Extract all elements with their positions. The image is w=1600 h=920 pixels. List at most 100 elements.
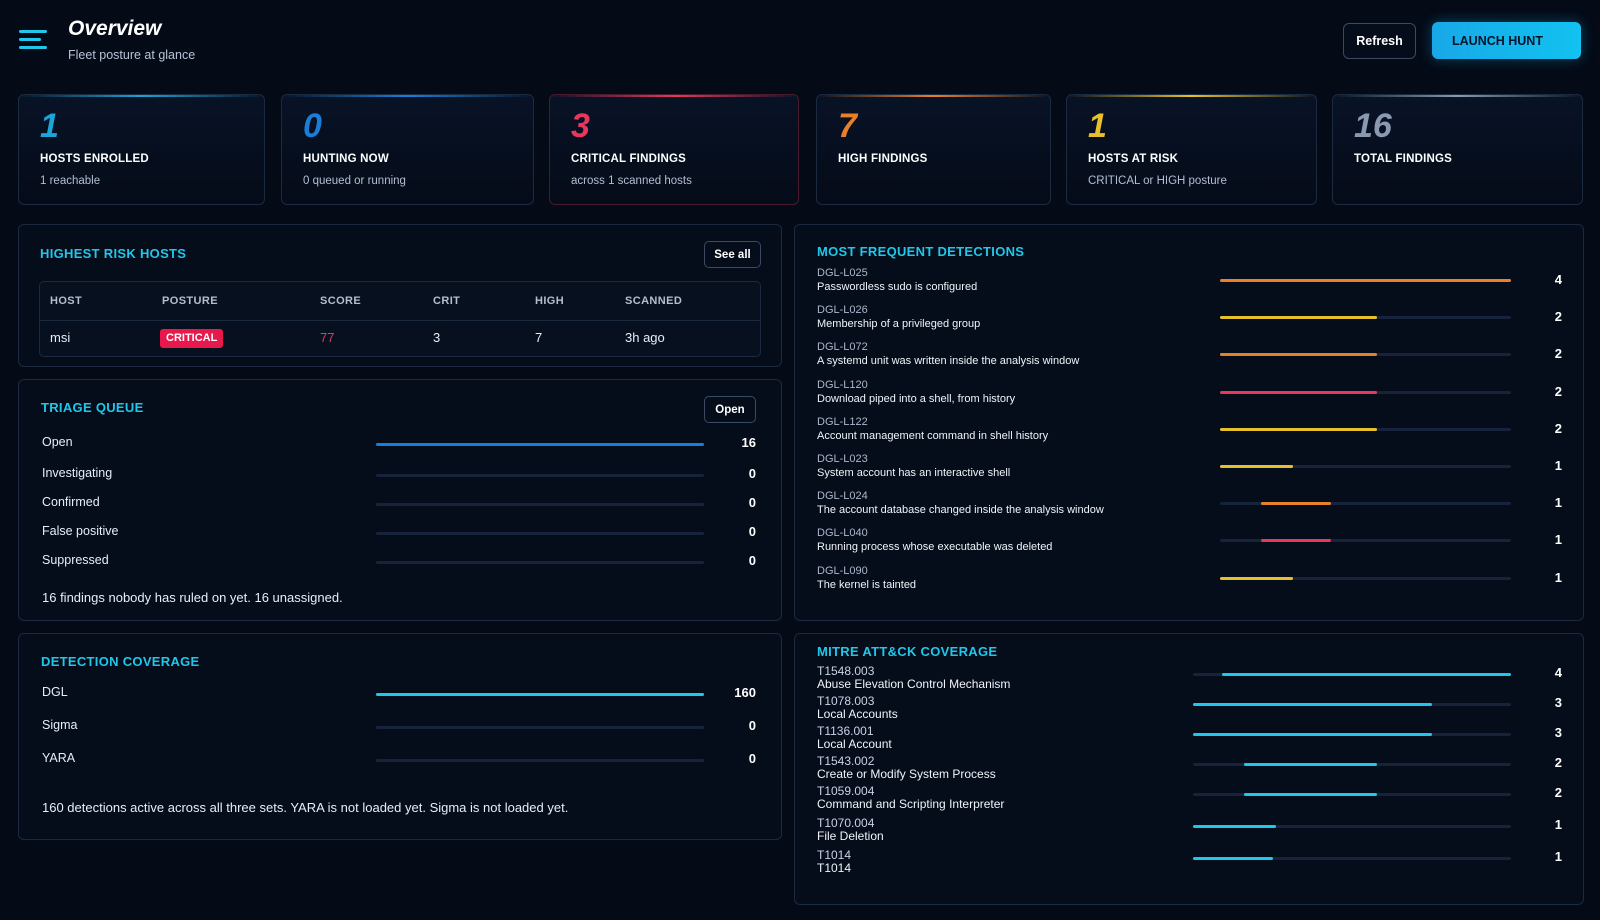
host-name[interactable]: msi bbox=[50, 330, 71, 345]
detection-bar-track bbox=[1220, 576, 1511, 580]
detection-count: 2 bbox=[1554, 420, 1562, 436]
coverage-bar-fill bbox=[376, 693, 704, 696]
detection-bar-fill bbox=[1260, 502, 1331, 506]
detection-count: 2 bbox=[1554, 383, 1562, 399]
stat-subtext: CRITICAL or HIGH posture bbox=[1088, 175, 1227, 187]
triage-label: Open bbox=[42, 435, 73, 449]
detection-coverage-panel: DETECTION COVERAGE DGL 160 Sigma 0 YARA 0 160… bbox=[18, 633, 782, 840]
technique-id: T1070.004 bbox=[817, 816, 875, 830]
stat-card-hosts-at-risk[interactable]: 1 HOSTS AT RISK CRITICAL or HIGH posture bbox=[1066, 94, 1317, 205]
stat-card-critical-findings[interactable]: 3 CRITICAL FINDINGS across 1 scanned hos… bbox=[549, 94, 799, 205]
panel-title: MITRE ATT&CK COVERAGE bbox=[817, 644, 998, 659]
triage-count: 0 bbox=[748, 466, 756, 481]
detection-code: DGL-L025 bbox=[817, 267, 868, 279]
most-frequent-detections-panel: MOST FREQUENT DETECTIONS DGL-L025 Passwor… bbox=[794, 224, 1584, 621]
mitre-bar-track bbox=[1193, 857, 1511, 860]
column-header-host[interactable]: HOST bbox=[50, 295, 83, 307]
coverage-count: 0 bbox=[748, 751, 756, 766]
coverage-bar-track bbox=[376, 726, 704, 729]
page-subtitle: Fleet posture at glance bbox=[68, 48, 196, 62]
stat-label: CRITICAL FINDINGS bbox=[571, 153, 686, 165]
column-header-high[interactable]: HIGH bbox=[535, 295, 565, 307]
detection-code: DGL-L024 bbox=[817, 490, 868, 503]
stat-label: HIGH FINDINGS bbox=[838, 153, 928, 165]
detection-bar-track bbox=[1220, 353, 1511, 357]
see-all-button[interactable]: See all bbox=[704, 241, 761, 268]
technique-id: T1548.003 bbox=[817, 664, 875, 678]
highest-risk-hosts-panel: HIGHEST RISK HOSTS See all HOST POSTURE … bbox=[18, 224, 782, 367]
triage-count: 0 bbox=[748, 495, 756, 510]
technique-id: T1543.002 bbox=[817, 754, 875, 768]
stat-value: 1 bbox=[40, 107, 59, 145]
mitre-count: 1 bbox=[1554, 849, 1562, 864]
coverage-label: Sigma bbox=[42, 718, 78, 732]
coverage-label: YARA bbox=[42, 751, 76, 765]
detection-name: A systemd unit was written inside the an… bbox=[817, 355, 1080, 368]
hamburger-menu-icon[interactable] bbox=[19, 30, 47, 52]
triage-bar-track bbox=[376, 532, 704, 535]
triage-label: False positive bbox=[42, 524, 119, 538]
stat-value: 1 bbox=[1088, 107, 1107, 145]
detection-count: 1 bbox=[1554, 458, 1562, 473]
mitre-bar-track bbox=[1193, 703, 1511, 706]
stat-card-high-findings[interactable]: 7 HIGH FINDINGS bbox=[816, 94, 1051, 205]
table-divider bbox=[40, 320, 760, 321]
posture-badge: CRITICAL bbox=[160, 329, 224, 348]
high-value: 7 bbox=[535, 330, 543, 345]
stat-card-hosts-enrolled[interactable]: 1 HOSTS ENROLLED 1 reachable bbox=[18, 94, 265, 205]
triage-count: 0 bbox=[748, 524, 756, 539]
column-header-crit[interactable]: CRIT bbox=[433, 295, 461, 307]
panel-title: DETECTION COVERAGE bbox=[41, 654, 200, 669]
coverage-note: 160 detections active across all three s… bbox=[42, 800, 569, 815]
technique-name: T1014 bbox=[817, 861, 852, 875]
column-header-score[interactable]: SCORE bbox=[320, 295, 362, 307]
detection-count: 1 bbox=[1554, 569, 1562, 585]
triage-label: Suppressed bbox=[42, 553, 109, 567]
launch-hunt-button[interactable]: LAUNCH HUNT bbox=[1432, 22, 1581, 59]
mitre-bar-track bbox=[1193, 825, 1511, 828]
mitre-bar-fill bbox=[1193, 857, 1273, 860]
detection-count: 2 bbox=[1554, 346, 1562, 362]
technique-name: Local Accounts bbox=[817, 707, 898, 721]
risk-hosts-table: HOST POSTURE SCORE CRIT HIGH SCANNED msi… bbox=[39, 281, 761, 357]
coverage-bar-track bbox=[376, 759, 704, 762]
technique-id: T1136.001 bbox=[817, 724, 874, 738]
panel-title: MOST FREQUENT DETECTIONS bbox=[817, 244, 1025, 259]
triage-label: Confirmed bbox=[42, 495, 100, 509]
column-header-posture[interactable]: POSTURE bbox=[162, 295, 218, 307]
mitre-bar-fill bbox=[1193, 703, 1432, 706]
technique-id: T1014 bbox=[817, 848, 852, 862]
score-value: 77 bbox=[320, 330, 335, 345]
detection-code: DGL-L040 bbox=[817, 527, 868, 540]
mitre-count: 1 bbox=[1554, 817, 1562, 832]
page-title: Overview bbox=[68, 17, 162, 40]
mitre-bar-fill bbox=[1193, 733, 1432, 736]
detection-name: The account database changed inside the … bbox=[817, 504, 1104, 517]
stat-value: 0 bbox=[303, 107, 322, 145]
column-header-scanned[interactable]: SCANNED bbox=[625, 295, 683, 307]
triage-bar-fill bbox=[376, 443, 704, 446]
technique-name: File Deletion bbox=[817, 829, 884, 843]
detection-code: DGL-L026 bbox=[817, 304, 868, 317]
mitre-count: 2 bbox=[1554, 755, 1562, 770]
detection-name: Passwordless sudo is configured bbox=[817, 281, 978, 293]
stat-card-total-findings[interactable]: 16 TOTAL FINDINGS bbox=[1332, 94, 1583, 205]
detection-bar-fill bbox=[1220, 427, 1378, 431]
detection-name: Download piped into a shell, from histor… bbox=[817, 392, 1016, 405]
triage-bar-track bbox=[376, 503, 704, 506]
coverage-bar-track bbox=[376, 693, 704, 696]
technique-id: T1078.003 bbox=[817, 694, 875, 708]
mitre-bar-track bbox=[1193, 733, 1511, 736]
refresh-button[interactable]: Refresh bbox=[1343, 23, 1416, 59]
coverage-label: DGL bbox=[42, 685, 68, 699]
detection-count: 2 bbox=[1554, 309, 1562, 325]
mitre-count: 2 bbox=[1554, 785, 1562, 800]
detection-bar-track bbox=[1220, 279, 1511, 282]
stat-card-hunting-now[interactable]: 0 HUNTING NOW 0 queued or running bbox=[281, 94, 534, 205]
mitre-count: 4 bbox=[1554, 665, 1562, 680]
open-queue-button[interactable]: Open bbox=[704, 396, 756, 423]
detection-bar-track bbox=[1220, 316, 1511, 320]
stat-label: HUNTING NOW bbox=[303, 153, 389, 165]
triage-bar-track bbox=[376, 474, 704, 477]
detection-bar-track bbox=[1220, 427, 1511, 431]
